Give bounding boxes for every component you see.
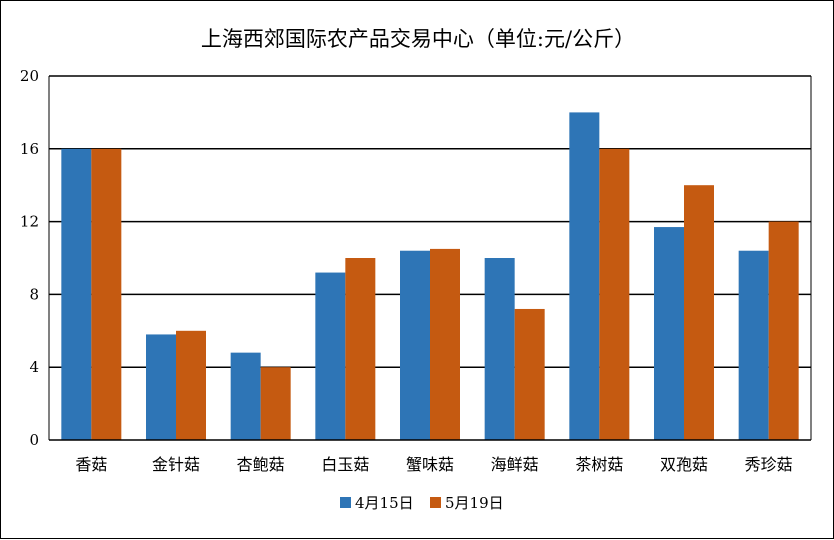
chart-title: 上海西郊国际农产品交易中心（单位:元/公斤） [201,27,635,51]
x-category-label: 海鲜菇 [491,455,539,474]
legend-label: 5月19日 [445,494,504,512]
x-category-label: 香菇 [75,455,107,474]
legend-swatch [430,497,441,508]
legend-label: 4月15日 [355,494,414,512]
bar-海鲜菇-5月19日 [514,308,545,440]
x-category-label: 蟹味菇 [406,455,454,474]
y-tick-label: 12 [20,213,39,231]
bar-茶树菇-4月15日 [569,112,600,441]
legend: 4月15日 5月19日 [340,494,504,512]
bar-白玉菇-4月15日 [315,272,346,440]
bar-金针菇-5月19日 [176,330,206,440]
bar-蟹味菇-4月15日 [400,250,430,440]
axes: 0 4 8 12 16 20 香菇 金针菇 杏鲍菇 白玉菇 蟹味菇 海鲜菇 茶树菇 双孢菇 秀珍菇 [20,67,812,474]
bars [61,112,799,441]
bar-茶树菇-5月19日 [599,148,630,441]
bar-杏鲍菇-4月15日 [230,352,261,440]
x-category-label: 白玉菇 [321,455,369,474]
bar-海鲜菇-4月15日 [484,258,515,440]
bar-秀珍菇-4月15日 [738,250,769,440]
y-tick-label: 20 [20,67,39,85]
bar-秀珍菇-5月19日 [768,221,799,440]
y-tick-label: 0 [29,431,39,449]
bar-杏鲍菇-5月19日 [260,367,291,440]
y-tick-label: 4 [29,358,39,376]
bar-香菇-4月15日 [61,148,92,441]
bar-双孢菇-4月15日 [654,227,684,440]
bar-金针菇-4月15日 [146,334,176,440]
bar-蟹味菇-5月19日 [430,248,460,440]
bar-香菇-5月19日 [91,148,122,441]
y-tick-label: 8 [29,285,39,303]
bar-白玉菇-5月19日 [345,258,376,440]
y-tick-label: 16 [20,140,39,158]
x-category-label: 双孢菇 [660,455,708,474]
x-category-label: 杏鲍菇 [237,455,285,474]
x-category-label: 金针菇 [152,455,200,474]
bar-双孢菇-5月19日 [684,185,714,440]
x-category-label: 秀珍菇 [745,455,793,474]
legend-swatch [340,497,351,508]
x-category-label: 茶树菇 [575,455,623,474]
